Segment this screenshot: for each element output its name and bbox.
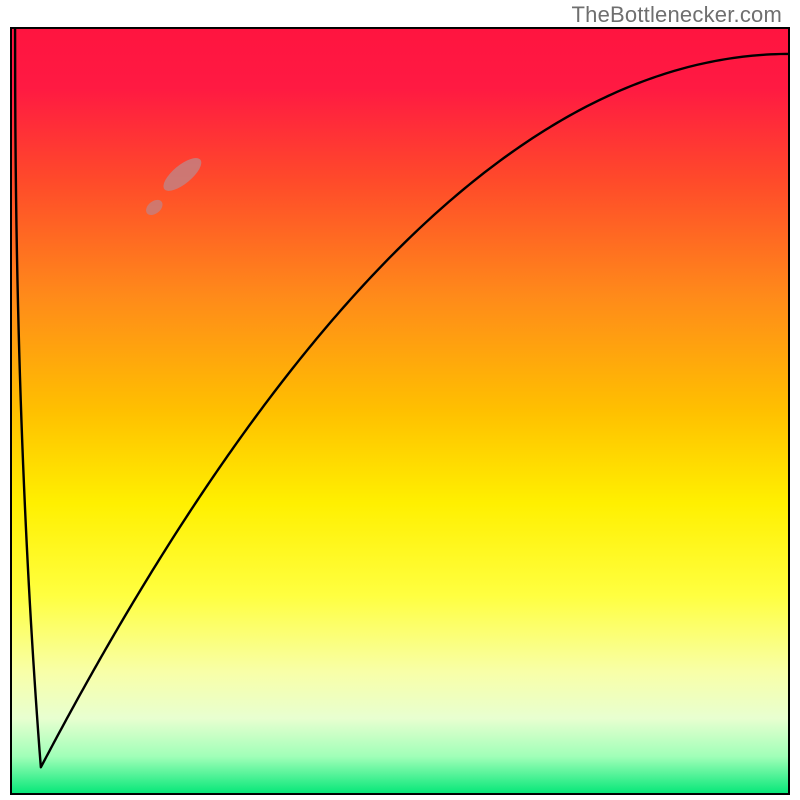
bottleneck-curve-plot <box>10 27 790 795</box>
watermark-text: TheBottlenecker.com <box>572 2 782 28</box>
gradient-background <box>10 27 790 795</box>
plot-svg <box>10 27 790 795</box>
